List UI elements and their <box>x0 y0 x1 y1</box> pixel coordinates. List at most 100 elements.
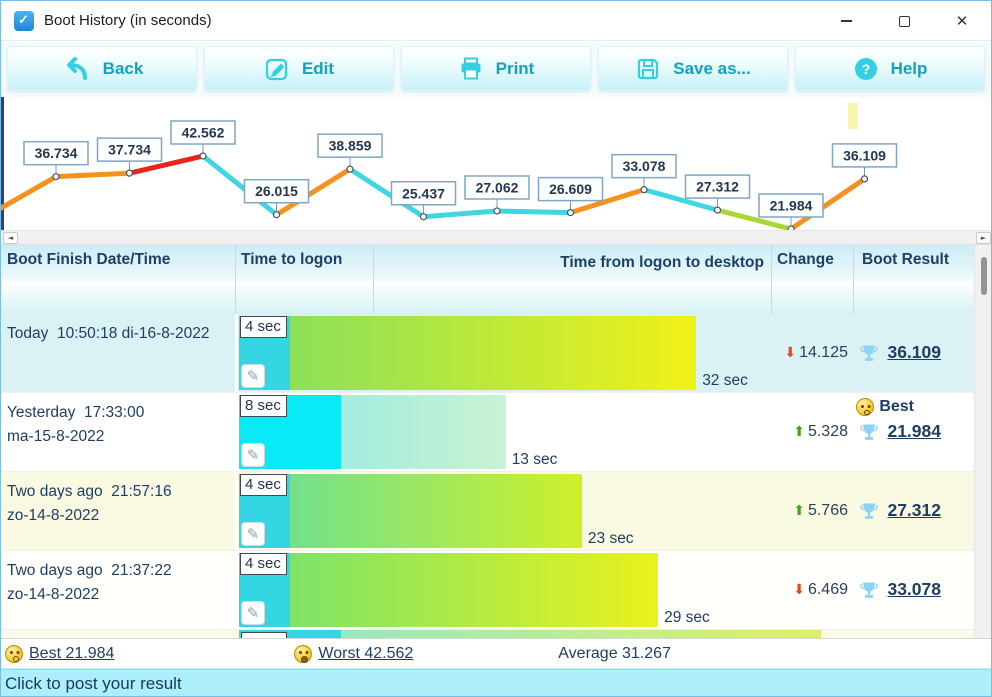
table-vertical-scrollbar[interactable] <box>974 245 991 638</box>
edit-pencil-icon[interactable]: ✎ <box>241 522 265 546</box>
header-separator <box>853 245 854 314</box>
save-as-button[interactable]: Save as... <box>598 46 788 91</box>
scrollbar-thumb[interactable] <box>981 257 987 295</box>
svg-text:37.734: 37.734 <box>108 142 151 158</box>
svg-text:25.437: 25.437 <box>402 185 445 201</box>
average-label: Average 31.267 <box>558 644 671 662</box>
maximize-icon <box>898 15 910 27</box>
column-separator <box>235 551 238 629</box>
change-value: ⬇ 14.125 <box>784 344 848 361</box>
boot-result-link[interactable]: 36.109 <box>887 342 941 362</box>
desktop-seconds-label: 29 sec <box>664 609 710 626</box>
logon-seconds-label: 8 sec <box>240 395 287 417</box>
change-arrow-icon: ⬆ <box>793 424 805 440</box>
help-button[interactable]: ? Help <box>795 46 985 91</box>
change-value: ⬆ 5.328 <box>793 423 848 440</box>
back-label: Back <box>102 58 144 78</box>
column-separator <box>235 314 238 392</box>
save-as-label: Save as... <box>673 58 751 78</box>
scroll-left-button[interactable]: ◄ <box>3 232 18 244</box>
back-button[interactable]: Back <box>7 46 197 91</box>
desktop-seconds-label: 13 sec <box>511 451 558 468</box>
logon-seconds-label <box>241 632 287 638</box>
logon-seconds-label: 4 sec <box>240 553 287 575</box>
post-result-label: Click to post your result <box>5 674 182 693</box>
svg-text:?: ? <box>861 61 870 77</box>
best-link[interactable]: Best 21.984 <box>29 644 115 662</box>
col-boot-finish: Boot Finish Date/Time <box>7 251 171 268</box>
close-button[interactable]: ✕ <box>933 1 991 41</box>
desktop-seconds-label: 32 sec <box>702 372 748 389</box>
desktop-time-bar <box>289 316 697 390</box>
print-label: Print <box>495 58 535 78</box>
worst-stat[interactable]: Worst 42.562 <box>294 644 414 663</box>
maximize-button[interactable] <box>875 1 933 41</box>
average-stat: Average 31.267 <box>558 645 671 663</box>
desktop-time-bar <box>340 395 506 469</box>
col-change: Change <box>777 251 834 268</box>
close-icon: ✕ <box>955 12 969 30</box>
edit-label: Edit <box>301 58 335 78</box>
logon-seconds-label: 4 sec <box>240 474 287 496</box>
print-icon <box>461 57 481 79</box>
boot-result-link[interactable]: 33.078 <box>887 579 941 599</box>
change-arrow-icon: ⬆ <box>793 503 805 519</box>
help-label: Help <box>890 58 928 78</box>
chart-horizontal-scrollbar[interactable]: ◄ ► <box>1 230 991 245</box>
table-row[interactable]: Yesterday 17:33:00 ma-15-8-2022 8 sec ✎ 1… <box>1 393 974 472</box>
boot-date: Today 10:50:18 di-16-8-2022 <box>7 325 210 342</box>
svg-text:26.015: 26.015 <box>255 183 298 199</box>
logon-time-bar <box>239 630 341 638</box>
table-row[interactable]: Today 10:50:18 di-16-8-2022 4 sec ✎ 32 s… <box>1 314 974 393</box>
change-value: ⬆ 5.766 <box>793 502 848 519</box>
toolbar: Back Edit Print Save as... <box>1 42 991 97</box>
save-icon <box>638 58 659 79</box>
edit-button[interactable]: Edit <box>204 46 394 91</box>
help-icon: ? <box>854 57 877 80</box>
table-row[interactable]: Two days ago 21:57:16 zo-14-8-2022 4 sec … <box>1 472 974 551</box>
table-row[interactable]: Two days ago 21:37:22 zo-14-8-2022 4 sec … <box>1 551 974 630</box>
app-icon <box>14 10 34 31</box>
scroll-right-button[interactable]: ► <box>976 232 991 244</box>
edit-pencil-icon[interactable]: ✎ <box>241 601 265 625</box>
change-arrow-icon: ⬇ <box>784 345 797 361</box>
print-button[interactable]: Print <box>401 46 591 91</box>
boot-result-link[interactable]: 27.312 <box>887 500 941 520</box>
boot-history-table: Today 10:50:18 di-16-8-2022 4 sec ✎ 32 s… <box>1 314 974 638</box>
edit-pencil-icon[interactable]: ✎ <box>241 443 265 467</box>
best-badge: Best <box>856 398 914 416</box>
col-boot-result: Boot Result <box>862 251 949 268</box>
boot-time-chart: 36.734 37.734 42.562 26.015 38.859 25.437 27.0… <box>1 97 991 230</box>
boot-result-link[interactable]: 21.984 <box>887 421 941 441</box>
table-header: Boot Finish Date/Time Time to logon Time… <box>1 245 974 314</box>
svg-text:33.078: 33.078 <box>623 158 666 174</box>
column-separator <box>235 393 238 471</box>
title-bar[interactable]: Boot History (in seconds) ✕ <box>1 1 991 41</box>
minimize-button[interactable] <box>817 1 875 41</box>
logon-seconds-label: 4 sec <box>240 316 287 338</box>
smiley-best-icon <box>5 644 23 663</box>
post-result-bar[interactable]: Click to post your result <box>1 669 991 696</box>
boot-date: Two days ago 21:37:22 zo-14-8-2022 <box>7 562 172 603</box>
desktop-time-bar <box>289 474 582 548</box>
window-title: Boot History (in seconds) <box>44 12 212 29</box>
column-separator <box>235 472 238 550</box>
desktop-time-bar <box>289 553 659 627</box>
edit-icon <box>265 58 288 80</box>
svg-text:27.312: 27.312 <box>696 179 739 195</box>
trophy-icon <box>860 503 879 519</box>
svg-text:38.859: 38.859 <box>329 138 372 154</box>
worst-link[interactable]: Worst 42.562 <box>318 644 414 662</box>
change-arrow-icon: ⬇ <box>793 582 805 598</box>
svg-text:36.734: 36.734 <box>35 145 78 161</box>
col-time-to-logon: Time to logon <box>241 251 343 268</box>
boot-date: Two days ago 21:57:16 zo-14-8-2022 <box>7 483 172 524</box>
best-stat[interactable]: Best 21.984 <box>5 644 115 663</box>
edit-pencil-icon[interactable]: ✎ <box>241 364 265 388</box>
svg-text:42.562: 42.562 <box>182 125 225 141</box>
header-separator <box>235 245 236 314</box>
trophy-icon <box>860 345 879 361</box>
header-separator <box>771 245 772 314</box>
svg-text:36.109: 36.109 <box>843 147 886 163</box>
